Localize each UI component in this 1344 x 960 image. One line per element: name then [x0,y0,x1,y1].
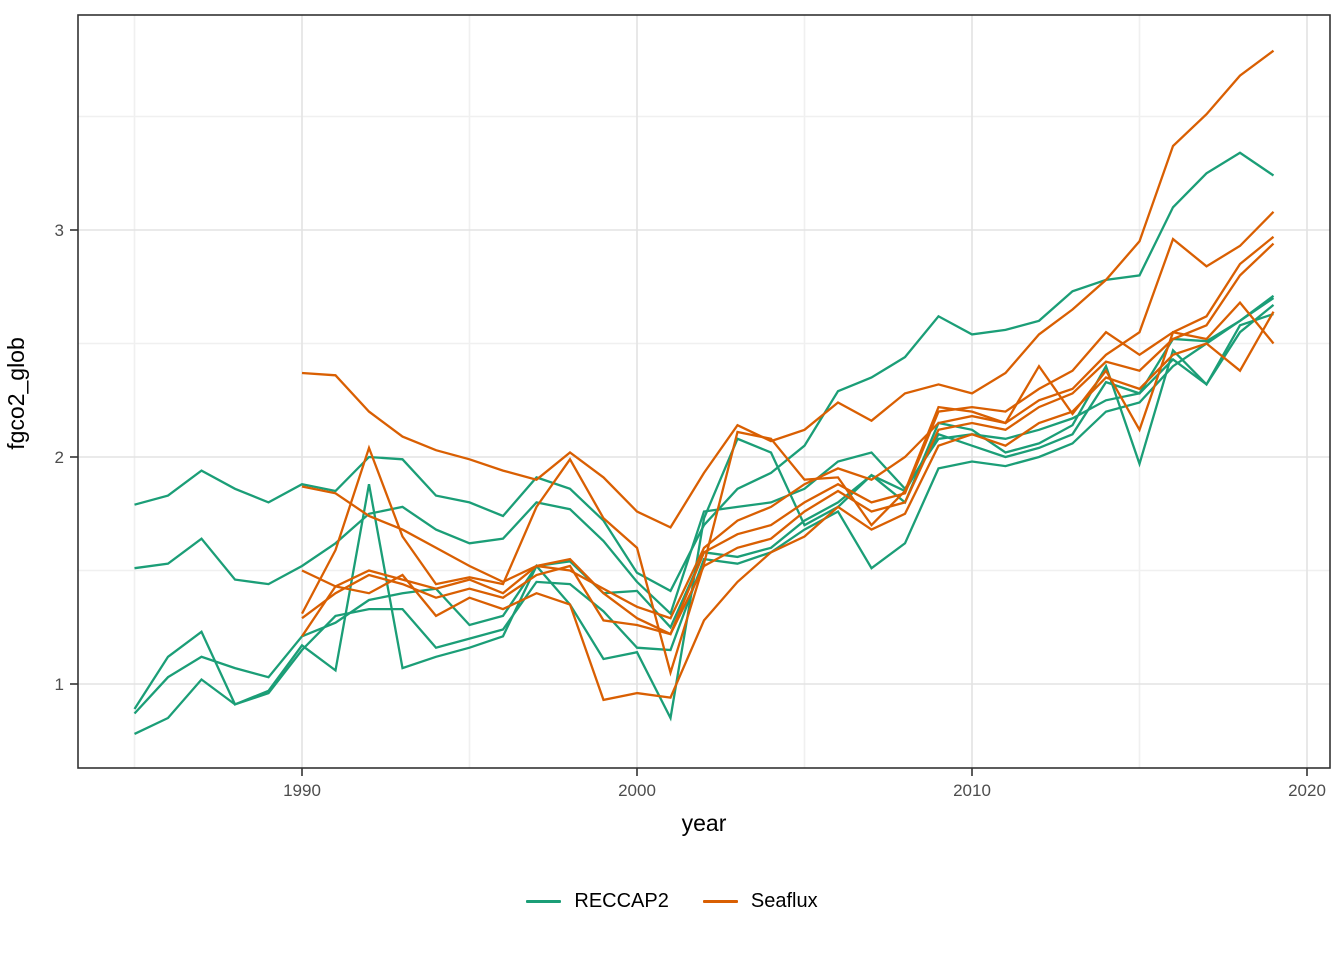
legend-item-seaflux: Seaflux [702,890,818,913]
data-series-lines [133,49,1275,735]
seaflux-series-line [301,242,1275,636]
y-tick-label: 2 [55,448,64,467]
axis-tick-marks [70,229,1308,776]
legend-item-reccap2: RECCAP2 [526,890,669,913]
x-tick-label: 2010 [953,781,991,800]
x-tick-label: 1990 [283,781,321,800]
legend-label-reccap2: RECCAP2 [574,890,669,912]
reccap2-series-line [134,297,1275,616]
legend-label-seaflux: Seaflux [750,890,818,912]
reccap2-line-swatch-icon [526,899,562,904]
legend: RECCAP2 Seaflux [0,890,1344,913]
axis-tick-labels: 1990 2000 2010 2020 1 2 3 [55,221,1326,800]
gridlines-major [78,15,1330,768]
x-tick-label: 2020 [1288,781,1326,800]
x-tick-label: 2000 [618,781,656,800]
y-tick-label: 3 [55,221,64,240]
reccap2-series-line [133,312,1274,722]
seaflux-series-line [301,235,1275,636]
seaflux-line-swatch-icon [702,899,738,904]
seaflux-series-line [301,311,1275,702]
y-tick-label: 1 [55,675,64,694]
panel-border [77,14,1331,769]
seaflux-series-line [301,210,1275,620]
x-axis-title: year [681,810,727,836]
seaflux-series-line [301,49,1275,529]
y-axis-title: fgco2_glob [3,337,29,450]
gridlines-minor [78,15,1330,768]
